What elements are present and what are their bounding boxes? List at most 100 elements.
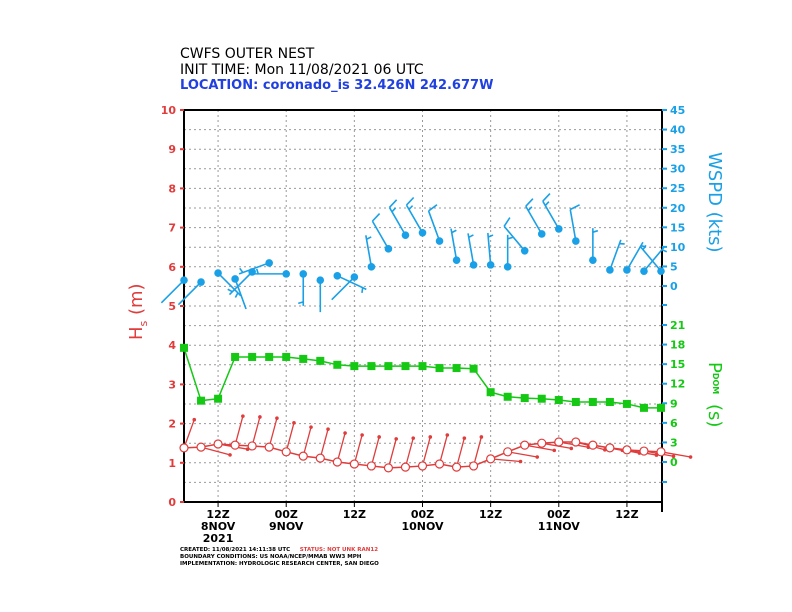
- pdom-tick-label: 6: [670, 417, 678, 430]
- wave-arrow-head: [326, 427, 330, 431]
- wspd-point: [623, 266, 631, 274]
- wave-direction-arrow: [251, 416, 261, 447]
- hs-point: [656, 447, 666, 457]
- wave-arrow-head: [462, 436, 467, 440]
- hs-point: [622, 445, 632, 455]
- wave-direction-arrow: [387, 438, 397, 469]
- x-tick-label: 12Z: [343, 508, 366, 521]
- wave-direction-arrow: [200, 446, 231, 456]
- pdom-tick-label: 21: [670, 319, 685, 332]
- pdom-point: [418, 362, 427, 371]
- wind-barb-half: [227, 288, 233, 293]
- pdom-point: [401, 362, 410, 371]
- pdom-point: [333, 360, 342, 369]
- wspd-point: [367, 263, 376, 271]
- x-tick-label: 00Z: [275, 508, 298, 521]
- wind-barb-half: [361, 287, 364, 293]
- wind-barb-staff: [467, 233, 475, 266]
- wind-barb-full: [405, 196, 415, 206]
- wave-direction-arrow: [421, 436, 431, 467]
- hs-point: [383, 463, 394, 473]
- wind-barb-full: [542, 193, 551, 202]
- wspd-point: [231, 275, 239, 283]
- wind-barb-half: [468, 234, 474, 239]
- wind-barb-staff: [160, 279, 185, 304]
- wind-barb-staff: [371, 220, 390, 250]
- pdom-point: [248, 352, 257, 361]
- footer-status: STATUS: NOT UNK RAN12: [299, 547, 379, 553]
- hs-point: [537, 438, 547, 448]
- wspd-point: [418, 229, 427, 237]
- wave-direction-arrow: [302, 426, 312, 457]
- x-tick-label: 00Z: [411, 508, 434, 521]
- pdom-point: [299, 354, 308, 363]
- wind-barb-full: [503, 217, 511, 227]
- wind-barb-half: [298, 301, 304, 305]
- wind-barb-full: [569, 204, 580, 211]
- pdom-point: [231, 352, 240, 361]
- wspd-point: [299, 270, 308, 278]
- wave-arrow-head: [394, 437, 398, 441]
- hs-tick-label: 6: [168, 261, 176, 274]
- wspd-point: [384, 245, 393, 253]
- wspd-tick-label: 20: [670, 202, 686, 215]
- wspd-tick-label: 25: [670, 182, 685, 195]
- wspd-axis-label: WSPD (kts): [704, 152, 725, 253]
- x-tick-label: 12Z: [206, 508, 229, 521]
- hs-point: [400, 462, 411, 472]
- wave-arrow-head: [241, 414, 245, 418]
- wave-direction-arrow: [490, 458, 521, 463]
- hs-point: [298, 451, 308, 461]
- pdom-point: [503, 392, 512, 401]
- x-tick-label: 9NOV: [269, 520, 304, 533]
- chart-title-line1: CWFS OUTER NEST: [180, 46, 315, 62]
- x-tick-label: 11NOV: [538, 520, 581, 533]
- wind-barb-half: [408, 205, 414, 210]
- pdom-point: [486, 388, 495, 397]
- hs-point: [179, 443, 189, 453]
- wspd-point: [520, 247, 529, 255]
- hs-point: [230, 440, 240, 450]
- pdom-point: [214, 394, 223, 403]
- pdom-point: [350, 362, 359, 371]
- wind-barb-staff: [238, 262, 270, 275]
- hs-point: [213, 439, 223, 449]
- wind-barb-full: [428, 204, 438, 212]
- pdom-tick-label: 3: [670, 436, 678, 449]
- wave-arrow-head: [292, 421, 296, 425]
- hs-axis-label: Hs (m): [126, 283, 150, 340]
- wave-arrow-head: [377, 435, 381, 439]
- hs-point: [332, 457, 342, 467]
- wspd-point: [214, 269, 222, 277]
- wind-barb-half: [239, 267, 244, 273]
- wspd-tick-label: 45: [670, 104, 685, 117]
- wave-arrow-head: [445, 433, 450, 437]
- wave-arrow-head: [343, 431, 347, 435]
- wspd-tick-label: 5: [670, 260, 678, 273]
- wind-barb-staff: [331, 276, 355, 301]
- x-tick-label: 2021: [203, 532, 234, 545]
- footer-boundary: BOUNDARY CONDITIONS: US NOAA/NCEP/MMAB W…: [180, 554, 362, 560]
- x-tick-label: 00Z: [547, 508, 570, 521]
- wave-direction-arrow: [234, 416, 244, 446]
- wave-arrow-head: [309, 425, 313, 429]
- wave-arrow-head: [428, 435, 433, 439]
- hs-tick-label: 9: [168, 143, 176, 156]
- wspd-tick-label: 35: [670, 143, 685, 156]
- wind-barb-staff: [503, 225, 526, 252]
- wind-barb-staff: [525, 205, 543, 235]
- wave-arrow-head: [688, 455, 693, 459]
- hs-point: [281, 447, 291, 457]
- pdom-point: [639, 403, 648, 412]
- wind-barb-half: [642, 244, 647, 251]
- wave-direction-arrow: [524, 444, 555, 452]
- wind-barb-staff: [626, 241, 644, 271]
- wind-barb-staff: [569, 209, 577, 242]
- hs-tick-label: 0: [168, 496, 176, 509]
- wind-barb-staff: [487, 232, 492, 265]
- pdom-point: [554, 396, 563, 405]
- pdom-tick-label: 18: [670, 339, 685, 352]
- pdom-point: [537, 394, 546, 403]
- wind-barb-staff: [643, 246, 666, 272]
- wave-arrow-head: [258, 415, 262, 419]
